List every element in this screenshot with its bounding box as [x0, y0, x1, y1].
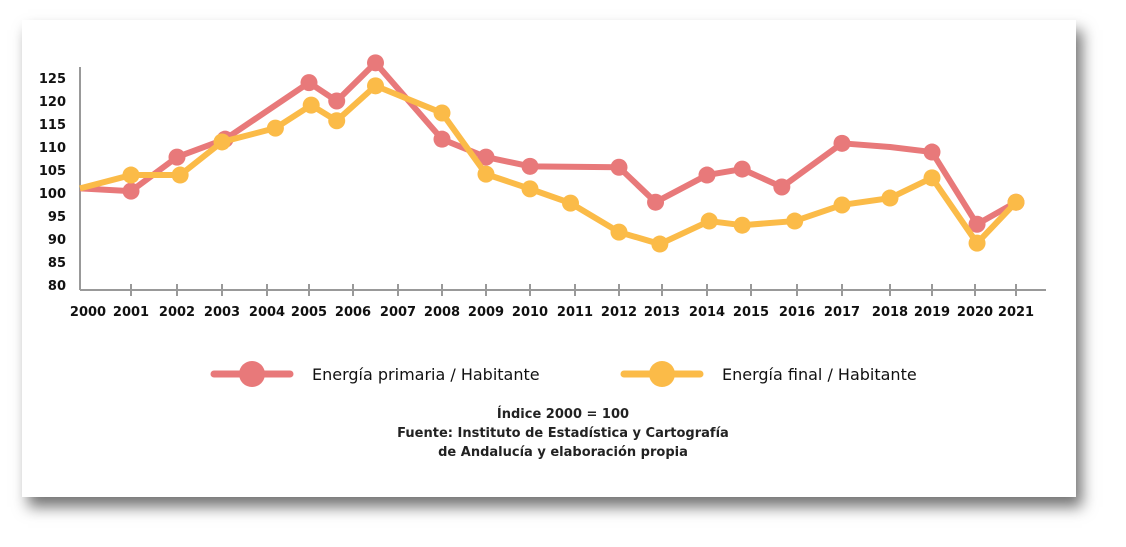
x-tick-label: 2020	[957, 305, 993, 320]
y-tick-label: 95	[48, 210, 66, 225]
x-tick-label: 2001	[113, 305, 149, 320]
data-point	[328, 112, 346, 130]
data-point	[881, 189, 899, 207]
chart-card	[22, 20, 1076, 497]
data-point	[122, 182, 140, 200]
index-note: Índice 2000 = 100	[496, 407, 630, 422]
y-tick-label: 115	[39, 118, 66, 133]
x-tick-label: 2014	[689, 305, 725, 320]
y-tick-label: 85	[48, 256, 66, 271]
data-point	[733, 216, 751, 234]
x-tick-label: 2000	[70, 305, 106, 320]
legend-marker	[239, 361, 265, 387]
y-tick-label: 110	[39, 141, 66, 156]
y-tick-label: 100	[39, 187, 66, 202]
source-note-1: Fuente: Instituto de Estadística y Carto…	[397, 426, 729, 441]
data-point	[562, 194, 579, 212]
series-line	[79, 82, 1019, 248]
data-point	[367, 77, 384, 95]
data-point	[968, 215, 986, 233]
x-tick-label: 2002	[159, 305, 195, 320]
data-point	[923, 143, 941, 161]
x-tick-label: 2009	[468, 305, 504, 320]
data-point	[786, 212, 804, 230]
y-tick-label: 125	[39, 72, 66, 87]
x-tick-label: 2012	[601, 305, 637, 320]
data-point	[477, 148, 495, 166]
x-tick-label: 2007	[380, 305, 416, 320]
y-tick-label: 120	[39, 95, 66, 110]
series-line	[79, 59, 1018, 228]
data-point	[266, 119, 284, 137]
y-tick-label: 90	[48, 233, 66, 248]
x-tick-label: 2019	[914, 305, 950, 320]
x-tick-label: 2013	[644, 305, 680, 320]
data-point	[433, 130, 451, 148]
legend-label: Energía final / Habitante	[722, 365, 917, 384]
data-point	[1007, 193, 1025, 211]
data-point	[213, 133, 231, 151]
data-point	[302, 96, 320, 114]
data-point	[477, 165, 495, 183]
data-point	[328, 92, 346, 110]
legend-label: Energía primaria / Habitante	[312, 365, 540, 384]
data-point	[698, 166, 716, 184]
x-tick-label: 2008	[424, 305, 460, 320]
data-point	[833, 134, 851, 152]
x-tick-label: 2021	[998, 305, 1034, 320]
data-point	[610, 223, 628, 241]
x-tick-label: 2004	[249, 305, 285, 320]
data-point	[433, 104, 451, 122]
data-point	[610, 158, 628, 176]
y-tick-label: 105	[39, 164, 66, 179]
x-tick-label: 2018	[872, 305, 908, 320]
x-tick-label: 2003	[204, 305, 240, 320]
data-point	[647, 193, 665, 211]
data-point	[521, 180, 539, 198]
data-point	[171, 166, 189, 184]
source-note-2: de Andalucía y elaboración propia	[438, 445, 688, 460]
data-point	[833, 196, 851, 214]
x-tick-label: 2016	[779, 305, 815, 320]
data-point	[300, 74, 318, 92]
x-tick-label: 2015	[733, 305, 769, 320]
data-point	[700, 212, 718, 230]
data-point	[521, 157, 539, 175]
x-tick-label: 2006	[335, 305, 371, 320]
y-tick-label: 80	[48, 279, 66, 294]
data-point	[733, 160, 751, 178]
x-tick-label: 2005	[291, 305, 327, 320]
data-point	[122, 166, 140, 184]
x-tick-label: 2010	[512, 305, 548, 320]
data-point	[168, 148, 186, 166]
data-point	[367, 54, 384, 72]
x-tick-label: 2017	[824, 305, 860, 320]
legend-marker	[649, 361, 675, 387]
data-point	[923, 169, 941, 187]
data-point	[773, 178, 791, 196]
data-point	[968, 234, 986, 252]
data-point	[651, 235, 669, 253]
x-tick-label: 2011	[557, 305, 593, 320]
